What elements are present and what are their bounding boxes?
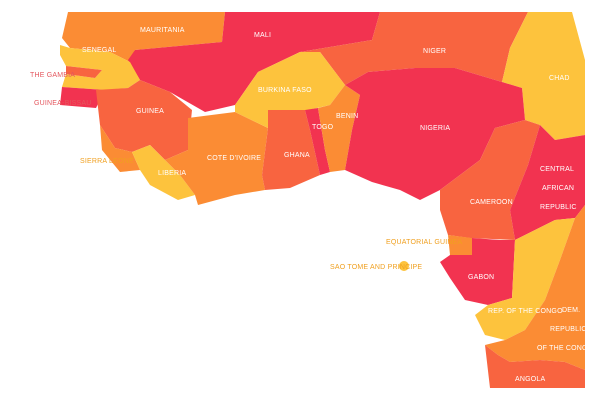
liberia[interactable] [132, 145, 195, 200]
label-togo: TOGO [312, 124, 334, 131]
cameroon[interactable] [440, 120, 540, 240]
label-mauritania: MAURITANIA [140, 27, 185, 34]
togo[interactable] [305, 108, 330, 175]
benin[interactable] [318, 85, 360, 172]
label-nigeria: NIGERIA [420, 125, 450, 132]
mali[interactable] [128, 12, 380, 112]
label-car-3: REPUBLIC [540, 204, 577, 211]
label-rep-congo: REP. OF THE CONGO [488, 308, 563, 315]
mauritania[interactable] [62, 12, 225, 62]
sierra-leone[interactable] [100, 125, 140, 172]
label-niger: NIGER [423, 48, 446, 55]
label-sierra-leone: SIERRA LEONE [80, 158, 134, 165]
cote-divoire[interactable] [165, 112, 268, 205]
angola[interactable] [485, 345, 585, 388]
label-cameroon: CAMEROON [470, 199, 513, 206]
sao-tome-and-principe[interactable] [399, 261, 409, 271]
label-liberia: LIBERIA [158, 170, 186, 177]
label-gabon: GABON [468, 274, 494, 281]
gabon[interactable] [440, 238, 515, 305]
label-car-2: AFRICAN [542, 185, 574, 192]
label-equatorial-guinea: EQUATORIAL GUINEA [386, 239, 463, 246]
label-drc-3: OF THE CONGO [537, 345, 594, 352]
nigeria[interactable] [345, 68, 525, 200]
republic-of-the-congo[interactable] [475, 218, 575, 340]
burkina-faso[interactable] [235, 52, 345, 128]
central-african-republic[interactable] [510, 125, 585, 240]
senegal[interactable] [60, 45, 140, 90]
label-cote-divoire: COTE D'IVOIRE [207, 155, 261, 162]
label-mali: MALI [254, 32, 271, 39]
label-drc-1: DEM. [562, 307, 580, 314]
niger[interactable] [300, 12, 528, 85]
guinea[interactable] [96, 80, 192, 160]
chad[interactable] [502, 12, 585, 140]
label-car-1: CENTRAL [540, 166, 574, 173]
label-drc-2: REPUBLIC [550, 326, 587, 333]
label-guinea-bissau: GUINEA-BISSAU [34, 100, 91, 107]
equatorial-guinea[interactable] [448, 235, 472, 255]
label-ghana: GHANA [284, 152, 310, 159]
label-burkina-faso: BURKINA FASO [258, 87, 312, 94]
label-angola: ANGOLA [515, 376, 546, 383]
label-the-gambia: THE GAMBIA [30, 72, 75, 79]
label-guinea: GUINEA [136, 108, 164, 115]
guinea-bissau[interactable] [60, 87, 105, 108]
label-benin: BENIN [336, 113, 358, 120]
label-chad: CHAD [549, 75, 570, 82]
the-gambia[interactable] [66, 66, 102, 78]
label-senegal: SENEGAL [82, 47, 116, 54]
ghana[interactable] [262, 110, 320, 190]
label-sao-tome: SAO TOME AND PRINCIPE [330, 264, 422, 271]
dr-congo[interactable] [485, 205, 585, 370]
